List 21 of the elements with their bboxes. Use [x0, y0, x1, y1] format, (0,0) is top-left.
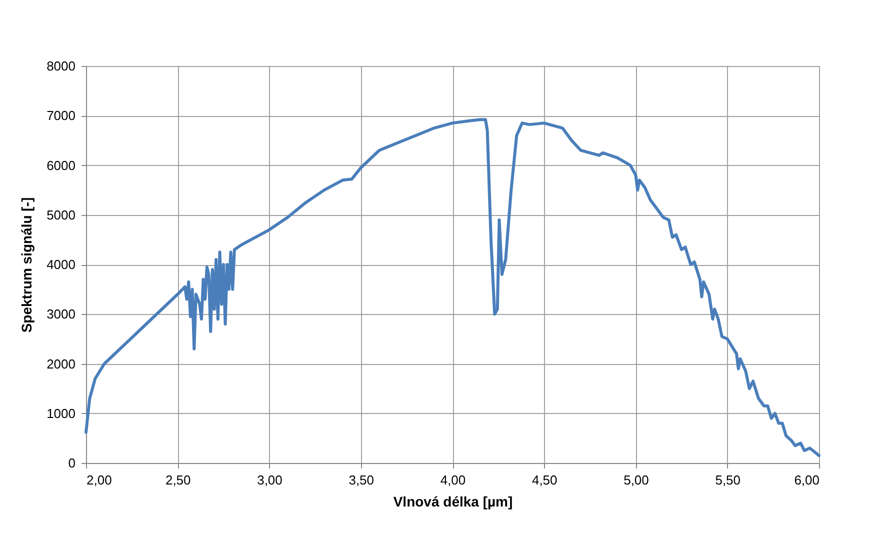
y-axis-title: Spektrum signálu [-]: [18, 197, 35, 333]
y-tick-label: 8000: [46, 58, 76, 74]
x-tick-label: 4,00: [440, 472, 466, 488]
y-tick-label: 7000: [46, 108, 76, 124]
y-tick-label: 4000: [46, 257, 76, 272]
x-tick-label: 2,00: [86, 472, 112, 488]
y-tick-label: 3000: [46, 306, 76, 322]
x-tick-label: 6,00: [794, 472, 820, 488]
x-tick-label: 3,50: [348, 472, 374, 488]
line-series: [84, 118, 820, 458]
x-tick-label: 4,50: [532, 472, 558, 488]
y-tick-label: 1000: [46, 406, 76, 421]
y-tick-label: 5000: [46, 207, 76, 222]
x-tick-label: 2,50: [165, 472, 191, 488]
y-tick-label: 2000: [46, 356, 76, 372]
y-tick-label: 0: [68, 456, 76, 470]
x-tick-label: 3,00: [257, 472, 282, 488]
x-tick-label: 5,00: [624, 472, 649, 488]
y-tick-label: 6000: [46, 158, 76, 173]
x-tick-label: 5,50: [715, 472, 741, 488]
x-axis-title: Vlnová délka [µm]: [393, 494, 513, 510]
